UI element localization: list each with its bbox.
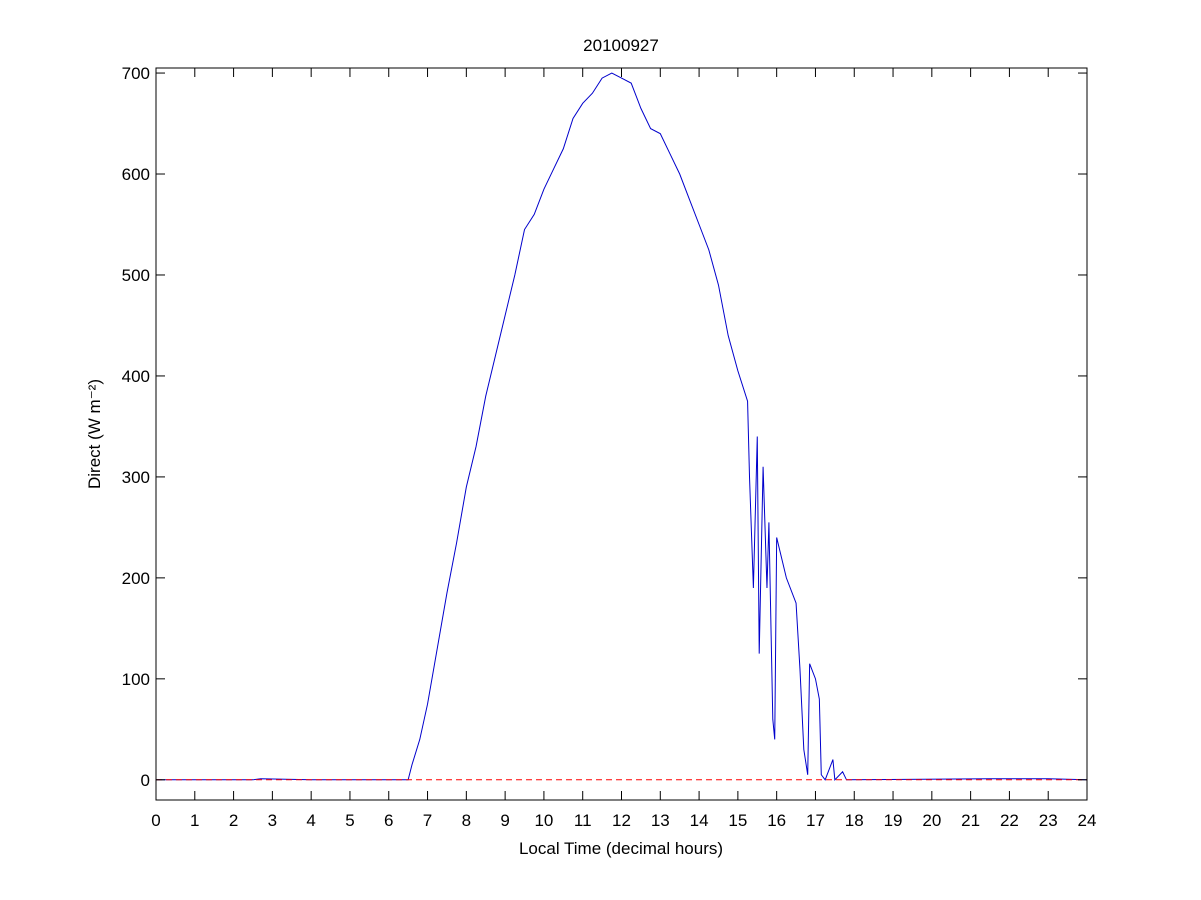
y-tick-label: 200 bbox=[122, 569, 150, 588]
x-tick-label: 21 bbox=[961, 811, 980, 830]
y-tick-label: 100 bbox=[122, 670, 150, 689]
x-tick-label: 0 bbox=[151, 811, 160, 830]
y-tick-label: 0 bbox=[141, 771, 150, 790]
x-tick-label: 16 bbox=[767, 811, 786, 830]
y-tick-label: 400 bbox=[122, 367, 150, 386]
data-line bbox=[156, 72, 1088, 781]
x-tick-label: 19 bbox=[884, 811, 903, 830]
x-tick-label: 15 bbox=[728, 811, 747, 830]
x-tick-label: 2 bbox=[229, 811, 238, 830]
x-tick-label: 24 bbox=[1078, 811, 1097, 830]
x-tick-label: 20 bbox=[922, 811, 941, 830]
x-tick-label: 7 bbox=[423, 811, 432, 830]
x-tick-label: 17 bbox=[806, 811, 825, 830]
x-tick-label: 22 bbox=[1000, 811, 1019, 830]
x-tick-label: 5 bbox=[345, 811, 354, 830]
x-axis-label: Local Time (decimal hours) bbox=[519, 839, 723, 858]
x-tick-label: 1 bbox=[190, 811, 199, 830]
x-tick-label: 9 bbox=[500, 811, 509, 830]
x-tick-label: 10 bbox=[534, 811, 553, 830]
y-tick-label: 600 bbox=[122, 165, 150, 184]
x-tick-label: 4 bbox=[306, 811, 315, 830]
y-tick-label: 700 bbox=[122, 64, 150, 83]
y-tick-label: 500 bbox=[122, 266, 150, 285]
x-tick-label: 8 bbox=[462, 811, 471, 830]
chart-title: 20100927 bbox=[583, 36, 659, 55]
y-tick-label: 300 bbox=[122, 468, 150, 487]
x-tick-label: 6 bbox=[384, 811, 393, 830]
x-tick-label: 3 bbox=[268, 811, 277, 830]
x-tick-label: 14 bbox=[690, 811, 709, 830]
x-tick-label: 23 bbox=[1039, 811, 1058, 830]
y-axis-label: Direct (W m⁻²) bbox=[85, 379, 104, 489]
x-tick-label: 11 bbox=[574, 811, 592, 830]
x-tick-label: 18 bbox=[845, 811, 864, 830]
x-tick-label: 12 bbox=[612, 811, 631, 830]
x-tick-label: 13 bbox=[651, 811, 670, 830]
